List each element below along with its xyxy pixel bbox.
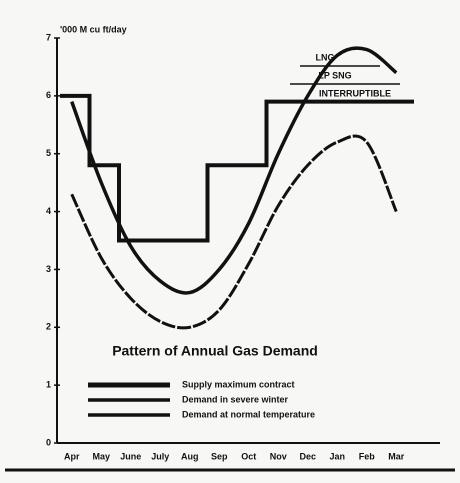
y-tick-label: 3: [46, 264, 51, 274]
x-tick-label: Oct: [241, 451, 256, 461]
x-tick-label: Feb: [359, 451, 376, 461]
annotation: LNG: [316, 52, 335, 62]
legend-label: Demand at normal temperature: [182, 409, 315, 419]
x-tick-label: Nov: [270, 451, 287, 461]
annotation: INTERRUPTIBLE: [319, 88, 391, 98]
y-tick-label: 5: [46, 148, 51, 158]
chart-title: Pattern of Annual Gas Demand: [112, 343, 318, 359]
y-tick-label: 4: [46, 206, 51, 216]
x-tick-label: Mar: [388, 451, 405, 461]
legend-label: Demand in severe winter: [182, 394, 289, 404]
series-line: [70, 46, 398, 295]
y-axis-label: '000 M cu ft/day: [60, 24, 127, 34]
y-tick-label: 7: [46, 32, 51, 42]
x-tick-label: Aug: [181, 451, 199, 461]
y-tick-label: 1: [46, 380, 51, 390]
series-line: [70, 134, 398, 330]
x-tick-label: Dec: [299, 451, 316, 461]
y-tick-label: 2: [46, 322, 51, 332]
x-tick-label: Sep: [211, 451, 228, 461]
x-tick-label: Jan: [329, 451, 345, 461]
legend-label: Supply maximum contract: [182, 379, 295, 389]
y-tick-label: 6: [46, 90, 51, 100]
x-tick-label: May: [92, 451, 110, 461]
x-tick-label: Apr: [64, 451, 80, 461]
y-tick-label: 0: [46, 437, 51, 447]
series-line: [60, 93, 414, 243]
annotation: LP SNG: [318, 70, 351, 80]
x-tick-label: June: [120, 451, 141, 461]
x-tick-label: July: [151, 451, 169, 461]
